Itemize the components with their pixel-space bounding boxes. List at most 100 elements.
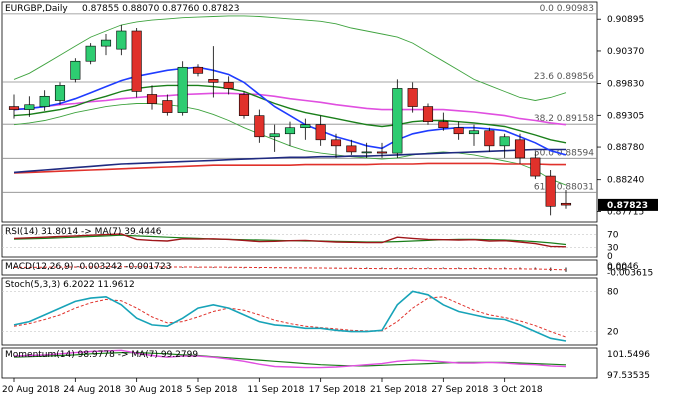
macd-bar [503,267,506,269]
ma-darkblue-line [13,148,566,174]
price-tick-label: 0.90895 [607,15,644,25]
macd-pane: MACD(12,26,9) -0.003242 -0.001723 0.00460… [5,262,653,278]
candle-bearish [514,139,526,159]
candle-bearish [315,124,326,141]
indicator-tick-label: -0.003615 [607,268,653,278]
bollinger-upper-line [13,15,567,101]
x-tick-label: 5 Sep 2018 [186,385,238,395]
candle-bullish [39,95,50,107]
candle-bearish [254,115,265,138]
candle-bearish [545,175,556,207]
fib-level-label: 61.8 0.88031 [534,182,594,192]
fib-level-label: 23.6 0.89856 [534,72,594,82]
stoch-pane: Stoch(5,3,3) 6.2022 11.9612 80 20 [2,280,619,342]
candle-bearish [453,127,464,135]
ma-green-line [13,84,567,144]
candle-bullish [85,45,96,62]
stoch-title: Stoch(5,3,3) 6.2022 11.9612 [5,280,135,290]
pane-frame-stoch [1,277,598,346]
x-tick-label: 20 Aug 2018 [2,385,60,395]
macd-bar [411,267,414,269]
rsi-pane: RSI(14) 31.8014 -> MA(7) 39.4446 70 300 [2,227,619,262]
macd-bar [519,267,521,270]
candle-bearish [376,151,388,154]
indicator-tick-label: 0 [607,252,613,262]
x-tick-label: 21 Sep 2018 [370,385,427,395]
candle-bullish [177,66,188,113]
ma-magenta-line [13,92,567,126]
x-tick-label: 11 Sep 2018 [247,385,304,395]
candle-bullish [116,30,127,50]
macd-bar [442,267,445,269]
ma-red-line [13,162,566,174]
candle-bearish [530,157,541,177]
candle-bearish [422,106,434,122]
candle-bearish [330,139,342,147]
fib-level-label: 0.0 0.90983 [540,4,594,14]
momentum-pane: Momentum(14) 98.9778 -> MA(7) 99.2799 101… [5,349,650,381]
rsi-title: RSI(14) 31.8014 -> MA(7) 39.4446 [5,227,162,237]
indicator-tick-label: 20 [607,328,619,338]
momentum-line [13,349,567,369]
price-tick-label: 0.87715 [607,207,644,217]
x-tick-label: 27 Sep 2018 [431,385,488,395]
indicator-tick-label: 0.0046 [607,262,639,272]
price-tick-label: 0.90370 [607,47,644,57]
price-pane: 0.90895 0.90370 0.89830 0.89305 0.88780 0.882… [2,4,658,217]
indicator-tick-label: 70 [607,231,619,241]
macd-bar [227,267,230,269]
pane-frame-main [1,1,598,223]
candle-bullish [300,124,311,129]
x-tick-label: 17 Sep 2018 [309,385,366,395]
indicator-tick-label: 80 [607,287,619,297]
macd-title: MACD(12,26,9) -0.003242 -0.001723 [5,262,171,272]
candle-bullish [54,85,66,101]
candle-bearish [162,100,173,113]
candle-bullish [70,60,81,80]
candle-bullish [284,127,296,135]
candle-bearish [192,66,204,74]
macd-bar [427,267,429,269]
chart-ohlc: 0.87855 0.88070 0.87760 0.87823 [82,4,239,14]
macd-bar [181,267,184,268]
macd-bar [396,267,399,269]
stoch-d-line [13,296,567,338]
macd-bar [151,266,153,268]
macd-bar [212,267,215,269]
candle-bullish [269,133,280,138]
momentum-title: Momentum(14) 98.9778 -> MA(7) 99.2799 [5,350,198,360]
macd-bar [488,267,491,269]
candle-bearish [238,94,250,116]
indicator-tick-label: 97.53535 [607,371,650,381]
macd-signal-line [14,266,567,271]
candle-bearish [346,145,357,153]
x-tick-label: 30 Aug 2018 [125,385,183,395]
macd-bar [166,267,169,269]
current-price-box [598,198,658,211]
candle-bearish [146,94,158,104]
x-axis: 20 Aug 2018 24 Aug 2018 30 Aug 2018 5 Sep 2… [2,378,543,395]
macd-bar [197,267,199,268]
candle-bullish [361,151,372,154]
candle-bullish [392,88,403,154]
candle-bearish [438,121,449,129]
candle-bearish [131,30,142,92]
indicator-tick-label: 30 [607,243,619,253]
indicator-tick-label: 0.00 [607,264,627,274]
current-price-label: 0.87823 [607,201,648,211]
candle-bearish [484,130,495,147]
stoch-k-line [13,290,567,342]
price-tick-label: 0.88240 [607,176,644,186]
macd-bar [457,267,460,269]
candle-bullish [499,136,510,147]
price-tick-label: 0.89830 [607,80,644,90]
candle-bearish [8,106,20,110]
price-tick-label: 0.88780 [607,143,644,153]
fib-level-label: 38.2 0.89158 [534,114,594,124]
x-tick-label: 3 Oct 2018 [493,385,543,395]
macd-bar [381,267,383,269]
candle-bullish [24,104,35,110]
chart-symbol: EURGBP,Daily [5,4,68,14]
